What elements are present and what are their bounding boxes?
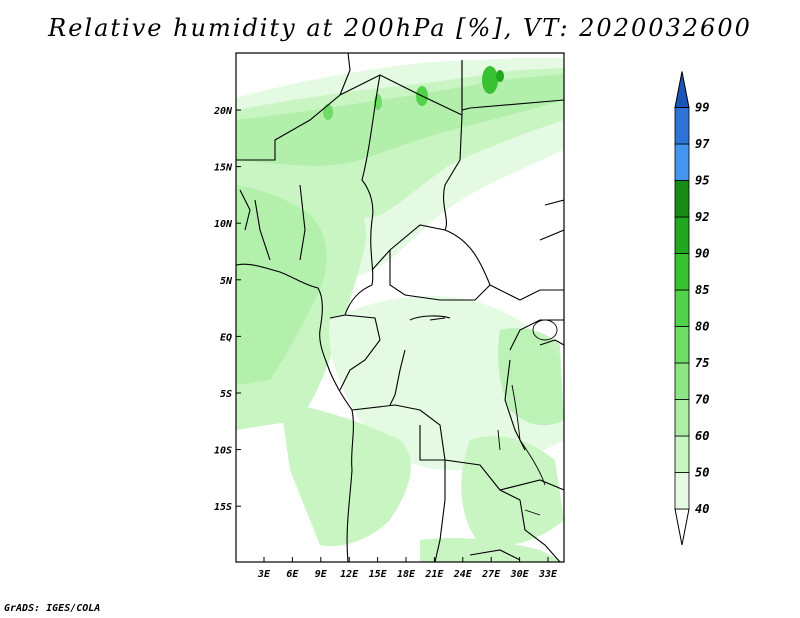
colorbar-box	[674, 107, 690, 145]
longitude-label: 15E	[369, 569, 388, 580]
longitude-label: 33E	[538, 569, 558, 580]
map-frame	[235, 52, 565, 563]
longitude-label: 9E	[315, 569, 328, 580]
longitude-label: 12E	[340, 569, 359, 580]
colorbar-label: 40	[695, 502, 709, 516]
colorbar-label: 90	[695, 247, 709, 261]
latitude-label: 15S	[214, 502, 232, 513]
colorbar-label: 75	[695, 356, 709, 370]
colorbar-box	[674, 180, 690, 218]
latitude-labels: 20N 15N 10N 5N EQ 5S 10S 15S	[213, 106, 241, 513]
longitude-label: 18E	[397, 569, 416, 580]
colorbar-extend-low	[674, 508, 690, 546]
colorbar-label: 97	[695, 137, 710, 151]
colorbar-label: 99	[695, 101, 709, 115]
colorbar-label: 95	[695, 174, 709, 188]
humidity-band-north-inner	[236, 74, 564, 166]
colorbar-label: 85	[695, 283, 709, 297]
humidity-southeast	[461, 436, 564, 547]
colorbar-box	[674, 472, 690, 510]
humidity-streak-4	[482, 66, 498, 94]
colorbar-box	[674, 253, 690, 291]
colorbar-box	[674, 435, 690, 473]
colorbar-label: 50	[695, 466, 709, 480]
colorbar-box	[674, 289, 690, 327]
colorbar-extend-high	[674, 71, 690, 108]
colorbar-label: 70	[695, 393, 709, 407]
longitude-labels: 3E 6E 9E 12E 15E 18E 21E 24E 27E 30E 33E	[257, 557, 558, 580]
lakes	[429, 317, 558, 516]
colorbar: 40 50 60 70 75 80 85 90 92 95 97 99	[674, 71, 710, 546]
humidity-south	[280, 400, 411, 547]
colorbar-box	[674, 326, 690, 364]
country-borders	[236, 53, 564, 562]
colorbar-label: 60	[695, 429, 709, 443]
colorbar-box	[674, 143, 690, 181]
colorbar-label: 92	[695, 210, 709, 224]
humidity-streak-5	[496, 70, 504, 82]
humidity-streak-1	[323, 104, 333, 120]
longitude-label: 3E	[257, 569, 271, 580]
grads-credit: GrADS: IGES/COLA	[4, 603, 101, 614]
latitude-label: 5S	[220, 389, 232, 400]
humidity-field	[236, 53, 564, 562]
latitude-label: 15N	[214, 163, 233, 174]
colorbar-box	[674, 216, 690, 254]
longitude-label: 21E	[424, 569, 444, 580]
colorbar-label: 80	[695, 320, 709, 334]
map-title: Relative humidity at 200hPa [%], VT: 202…	[48, 14, 752, 42]
latitude-label: 5N	[220, 276, 233, 287]
latitude-label: 10S	[214, 446, 232, 457]
longitude-label: 27E	[481, 569, 501, 580]
longitude-label: 30E	[510, 569, 530, 580]
humidity-far-south	[420, 538, 564, 562]
colorbar-box	[674, 362, 690, 400]
latitude-label: 20N	[213, 106, 233, 117]
longitude-label: 6E	[286, 569, 299, 580]
latitude-label: 10N	[214, 219, 233, 230]
latitude-label: EQ	[220, 332, 232, 343]
longitude-label: 24E	[453, 569, 473, 580]
colorbar-box	[674, 399, 690, 437]
